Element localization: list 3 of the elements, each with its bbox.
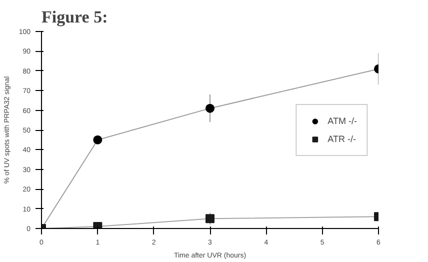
chart-title: Figure 5: bbox=[42, 8, 108, 26]
legend-label: ATM -/- bbox=[328, 116, 357, 126]
legend-label: ATR -/- bbox=[328, 134, 356, 144]
